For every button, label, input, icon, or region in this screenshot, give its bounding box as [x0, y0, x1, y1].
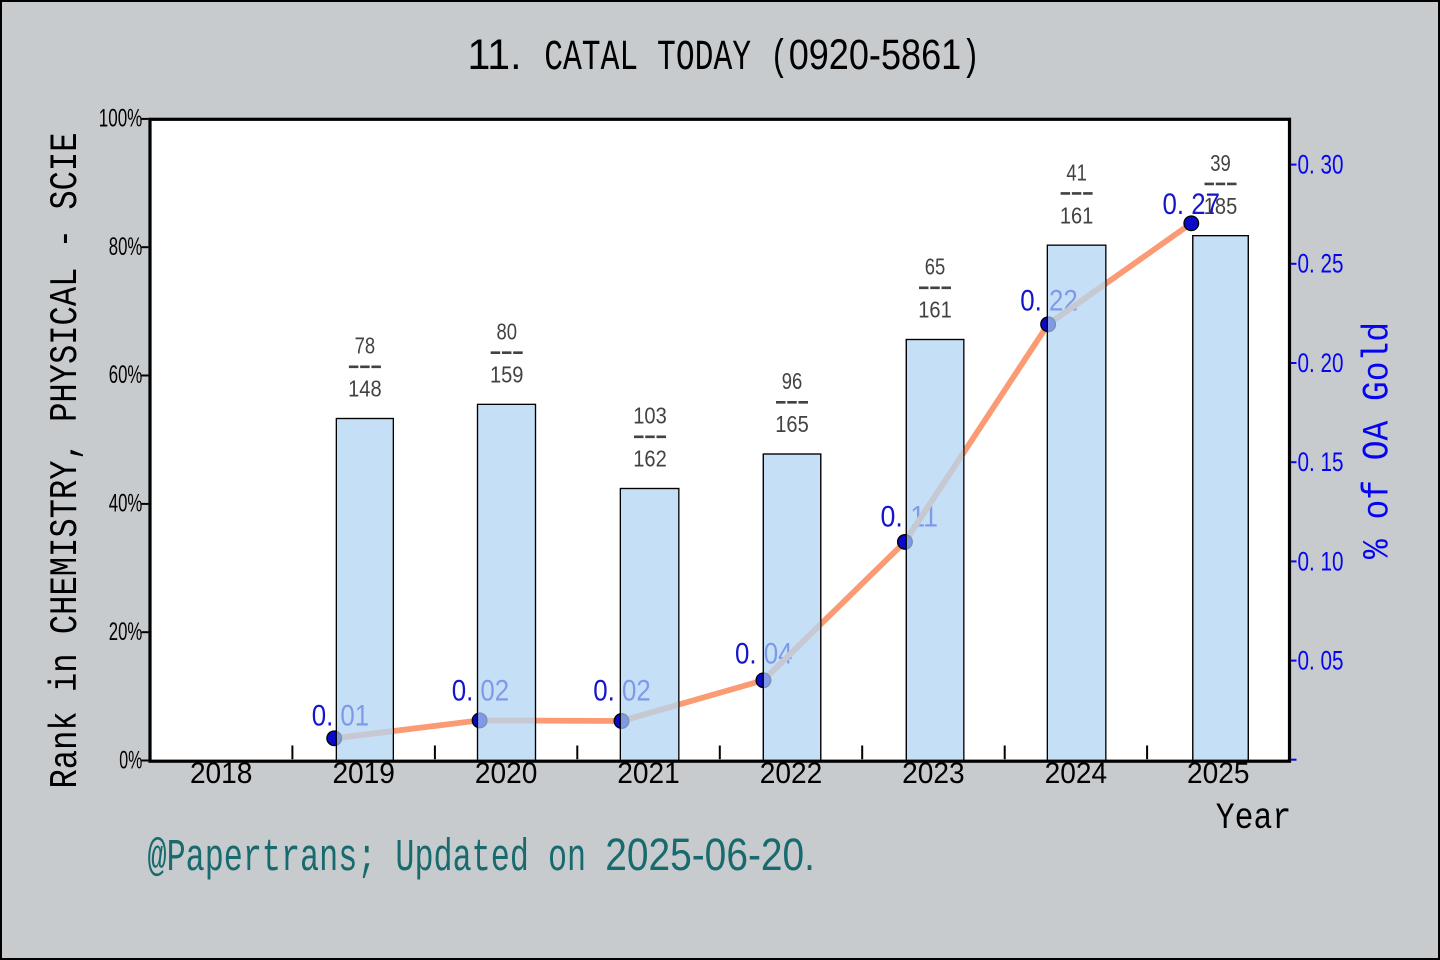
svg-text:11.: 11.	[468, 31, 522, 79]
svg-text:165: 165	[775, 411, 809, 437]
svg-text:60%: 60%	[109, 361, 143, 389]
svg-text:2025-06-20.: 2025-06-20.	[605, 829, 815, 880]
svg-text:0. 15: 0. 15	[1298, 447, 1344, 477]
svg-text:2019: 2019	[332, 757, 395, 790]
svg-text:0920-5861: 0920-5861	[789, 31, 962, 79]
svg-text:40%: 40%	[109, 490, 143, 518]
svg-text:2018: 2018	[190, 757, 253, 790]
svg-text:162: 162	[633, 446, 667, 472]
svg-text:@Papertrans; Updated on: @Papertrans; Updated on	[148, 833, 587, 884]
svg-text:2021: 2021	[617, 757, 680, 790]
svg-text:0. 20: 0. 20	[1298, 348, 1344, 378]
svg-text:65: 65	[925, 254, 946, 280]
svg-text:78: 78	[355, 333, 376, 359]
svg-text:CATAL TODAY (: CATAL TODAY (	[544, 33, 789, 82]
svg-text:39: 39	[1210, 150, 1231, 176]
svg-text:): )	[961, 33, 980, 82]
svg-text:Rank in CHEMISTRY, PHYSICAL -: Rank in CHEMISTRY, PHYSICAL - SCIE	[44, 133, 88, 789]
svg-text:20%: 20%	[109, 618, 143, 646]
svg-text:2024: 2024	[1045, 757, 1108, 790]
svg-text:100%: 100%	[99, 104, 143, 132]
svg-text:0. 30: 0. 30	[1298, 150, 1344, 180]
svg-text:80%: 80%	[109, 233, 143, 261]
svg-text:0. 25: 0. 25	[1298, 249, 1344, 279]
svg-text:161: 161	[918, 297, 952, 323]
svg-text:103: 103	[633, 403, 667, 429]
svg-text:96: 96	[782, 368, 803, 394]
svg-text:159: 159	[490, 362, 524, 388]
svg-text:2025: 2025	[1187, 757, 1250, 790]
svg-text:185: 185	[1204, 193, 1238, 219]
svg-text:161: 161	[1060, 202, 1094, 228]
svg-text:Year: Year	[1216, 798, 1292, 840]
svg-text:80: 80	[496, 319, 517, 345]
svg-text:41: 41	[1066, 159, 1087, 185]
svg-text:2022: 2022	[760, 757, 823, 790]
svg-text:2023: 2023	[902, 757, 965, 790]
svg-text:148: 148	[348, 376, 382, 402]
svg-text:2020: 2020	[475, 757, 538, 790]
svg-text:% of OA Gold: % of OA Gold	[1357, 322, 1399, 559]
svg-text:0. 10: 0. 10	[1298, 546, 1344, 576]
svg-text:0. 05: 0. 05	[1298, 646, 1344, 676]
svg-text:0%: 0%	[119, 746, 142, 774]
